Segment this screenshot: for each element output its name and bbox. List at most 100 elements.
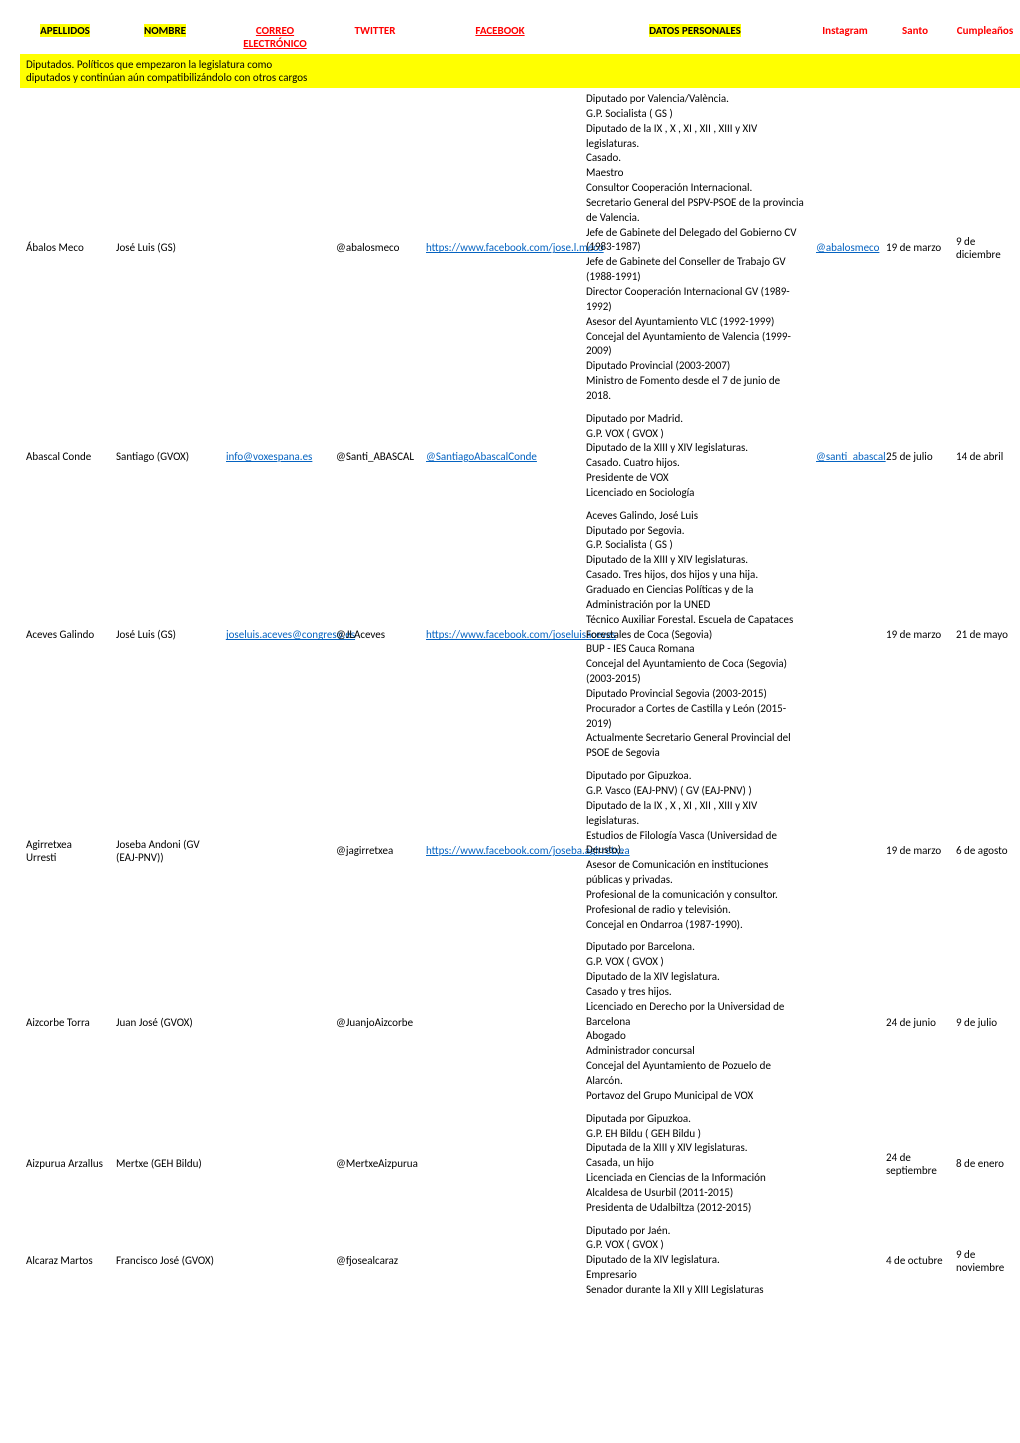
cell-cumple: 21 de mayo	[950, 505, 1020, 765]
cell-twitter: @abalosmeco	[330, 88, 420, 408]
cell-twitter: @JLAceves	[330, 505, 420, 765]
datos-text: Diputado por Barcelona. G.P. VOX ( GVOX …	[586, 940, 804, 1103]
cell-santo: 19 de marzo	[880, 505, 950, 765]
cell-nombre: Mertxe (GEH Bildu)	[110, 1108, 220, 1220]
cell-instagram	[810, 1108, 880, 1220]
cell-facebook	[420, 1220, 580, 1302]
cell-instagram: @santi_abascal	[810, 408, 880, 505]
col-label-santo: Santo	[902, 24, 928, 37]
col-instagram: Instagram	[810, 20, 880, 54]
col-label-datos: DATOS PERSONALES	[649, 24, 741, 37]
instagram-link[interactable]: @santi_abascal	[816, 450, 886, 463]
datos-text: Diputado por Jaén. G.P. VOX ( GVOX ) Dip…	[586, 1224, 804, 1298]
col-santo: Santo	[880, 20, 950, 54]
cell-santo: 24 de junio	[880, 936, 950, 1107]
datos-text: Diputado por Gipuzkoa. G.P. Vasco (EAJ-P…	[586, 769, 804, 932]
cell-santo: 4 de octubre	[880, 1220, 950, 1302]
cell-facebook	[420, 936, 580, 1107]
cell-nombre: Joseba Andoni (GV (EAJ-PNV))	[110, 765, 220, 936]
col-correo: CORREO ELECTRÓNICO	[220, 20, 330, 54]
cell-twitter: @fjosealcaraz	[330, 1220, 420, 1302]
cell-instagram	[810, 1220, 880, 1302]
col-label-nombre: NOMBRE	[144, 24, 186, 37]
cell-correo	[220, 1220, 330, 1302]
col-label-cumple: Cumpleaños	[957, 24, 1013, 37]
datos-text: Aceves Galindo, José Luis Diputado por S…	[586, 509, 804, 761]
table-row: Agirretxea UrrestiJoseba Andoni (GV (EAJ…	[20, 765, 1020, 936]
cell-correo	[220, 936, 330, 1107]
instagram-link[interactable]: @abalosmeco	[816, 241, 879, 254]
cell-apellidos: Aizcorbe Torra	[20, 936, 110, 1107]
cell-cumple: 8 de enero	[950, 1108, 1020, 1220]
cell-datos: Diputado por Jaén. G.P. VOX ( GVOX ) Dip…	[580, 1220, 810, 1302]
col-twitter: TWITTER	[330, 20, 420, 54]
cell-datos: Aceves Galindo, José Luis Diputado por S…	[580, 505, 810, 765]
cell-correo: joseluis.aceves@congreso.es	[220, 505, 330, 765]
cell-cumple: 6 de agosto	[950, 765, 1020, 936]
cell-apellidos: Ábalos Meco	[20, 88, 110, 408]
cell-facebook	[420, 1108, 580, 1220]
cell-apellidos: Aizpurua Arzallus	[20, 1108, 110, 1220]
col-datos: DATOS PERSONALES	[580, 20, 810, 54]
col-nombre: NOMBRE	[110, 20, 220, 54]
datos-text: Diputado por Valencia/València. G.P. Soc…	[586, 92, 804, 404]
section-label: Diputados. Políticos que empezaron la le…	[20, 54, 1020, 88]
facebook-link[interactable]: @SantiagoAbascalConde	[426, 450, 537, 463]
cell-datos: Diputado por Gipuzkoa. G.P. Vasco (EAJ-P…	[580, 765, 810, 936]
email-link[interactable]: info@voxespana.es	[226, 450, 312, 463]
cell-cumple: 14 de abril	[950, 408, 1020, 505]
cell-facebook: https://www.facebook.com/joseba.agirretx…	[420, 765, 580, 936]
cell-nombre: José Luis (GS)	[110, 88, 220, 408]
cell-nombre: José Luis (GS)	[110, 505, 220, 765]
cell-apellidos: Agirretxea Urresti	[20, 765, 110, 936]
cell-twitter: @JuanjoAizcorbe	[330, 936, 420, 1107]
cell-datos: Diputado por Madrid. G.P. VOX ( GVOX ) D…	[580, 408, 810, 505]
col-apellidos: APELLIDOS	[20, 20, 110, 54]
col-label-twitter: TWITTER	[355, 24, 396, 37]
cell-twitter: @jagirretxea	[330, 765, 420, 936]
diputados-table: APELLIDOS NOMBRE CORREO ELECTRÓNICO TWITTER…	[20, 20, 1020, 1302]
col-cumple: Cumpleaños	[950, 20, 1020, 54]
cell-facebook: @SantiagoAbascalConde	[420, 408, 580, 505]
cell-santo: 24 de septiembre	[880, 1108, 950, 1220]
col-label-instagram: Instagram	[822, 24, 868, 37]
cell-instagram	[810, 505, 880, 765]
header-row: APELLIDOS NOMBRE CORREO ELECTRÓNICO TWITTER…	[20, 20, 1020, 54]
cell-instagram	[810, 765, 880, 936]
cell-apellidos: Aceves Galindo	[20, 505, 110, 765]
cell-instagram: @abalosmeco	[810, 88, 880, 408]
cell-correo: info@voxespana.es	[220, 408, 330, 505]
cell-cumple: 9 de julio	[950, 936, 1020, 1107]
cell-santo: 19 de marzo	[880, 765, 950, 936]
cell-apellidos: Alcaraz Martos	[20, 1220, 110, 1302]
cell-facebook: https://www.facebook.com/jose.l.meco	[420, 88, 580, 408]
cell-santo: 19 de marzo	[880, 88, 950, 408]
cell-apellidos: Abascal Conde	[20, 408, 110, 505]
cell-cumple: 9 de noviembre	[950, 1220, 1020, 1302]
cell-datos: Diputada por Gipuzkoa. G.P. EH Bildu ( G…	[580, 1108, 810, 1220]
cell-santo: 25 de julio	[880, 408, 950, 505]
cell-instagram	[810, 936, 880, 1107]
table-row: Aizcorbe TorraJuan José (GVOX) @JuanjoAiz…	[20, 936, 1020, 1107]
col-label-apellidos: APELLIDOS	[40, 24, 90, 37]
cell-correo	[220, 1108, 330, 1220]
cell-nombre: Santiago (GVOX)	[110, 408, 220, 505]
cell-cumple: 9 de diciembre	[950, 88, 1020, 408]
datos-text: Diputado por Madrid. G.P. VOX ( GVOX ) D…	[586, 412, 804, 501]
cell-twitter: @MertxeAizpurua	[330, 1108, 420, 1220]
table-row: Aizpurua ArzallusMertxe (GEH Bildu) @Mert…	[20, 1108, 1020, 1220]
facebook-link[interactable]: https://www.facebook.com/jose.l.meco	[426, 241, 604, 254]
cell-nombre: Juan José (GVOX)	[110, 936, 220, 1107]
cell-correo	[220, 765, 330, 936]
cell-facebook: https://www.facebook.com/joseluisaceves	[420, 505, 580, 765]
table-row: Alcaraz MartosFrancisco José (GVOX) @fjos…	[20, 1220, 1020, 1302]
table-row: Abascal CondeSantiago (GVOX) info@voxespa…	[20, 408, 1020, 505]
col-label-correo: CORREO ELECTRÓNICO	[243, 24, 306, 50]
cell-twitter: @Santi_ABASCAL	[330, 408, 420, 505]
section-row: Diputados. Políticos que empezaron la le…	[20, 54, 1020, 88]
cell-datos: Diputado por Barcelona. G.P. VOX ( GVOX …	[580, 936, 810, 1107]
col-label-facebook: FACEBOOK	[475, 24, 524, 37]
cell-nombre: Francisco José (GVOX)	[110, 1220, 220, 1302]
cell-correo	[220, 88, 330, 408]
datos-text: Diputada por Gipuzkoa. G.P. EH Bildu ( G…	[586, 1112, 804, 1216]
